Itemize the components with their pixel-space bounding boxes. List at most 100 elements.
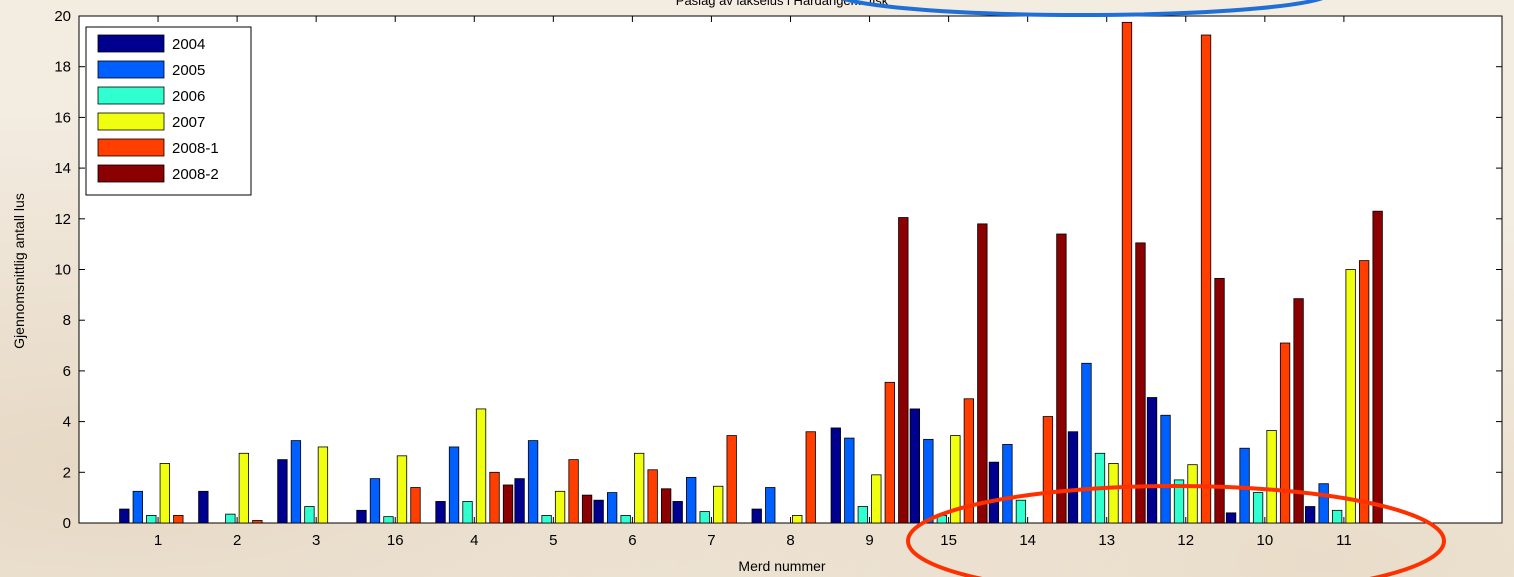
bar-2007-merd-12 <box>1187 464 1198 524</box>
bar-2005-merd-5 <box>527 440 539 524</box>
bar-2008-1-merd-10 <box>1279 342 1291 524</box>
bar-2004-merd-9 <box>830 427 841 524</box>
bar-2007-merd-9 <box>871 474 882 524</box>
x-tick-label-4: 4 <box>470 532 478 549</box>
bar-2004-merd-1 <box>119 508 130 524</box>
bar-2004-merd-5 <box>514 478 525 524</box>
legend-swatch-2004 <box>97 34 165 53</box>
x-axis-label: Merd nummer <box>738 558 825 574</box>
bar-2007-merd-7 <box>713 485 724 524</box>
bar-2006-merd-1 <box>146 514 157 524</box>
y-tick-label: 8 <box>63 312 71 329</box>
bar-2007-merd-10 <box>1266 430 1277 524</box>
plot-area <box>78 15 1503 524</box>
bars-group <box>119 21 1383 524</box>
bar-2008-1-merd-13 <box>1121 21 1133 524</box>
legend-label-2007: 2007 <box>172 114 205 131</box>
legend-swatch-2007 <box>97 112 165 131</box>
bar-2007-merd-3 <box>317 446 329 524</box>
bar-2004-merd-10 <box>1225 512 1237 524</box>
bar-2005-merd-15 <box>923 438 934 524</box>
bar-2005-merd-12 <box>1160 414 1171 524</box>
y-tick-label: 16 <box>54 109 71 126</box>
legend: 2004 2005 2006 2007 2008-1 2008-2 <box>85 26 252 196</box>
bar-2005-merd-8 <box>765 487 776 524</box>
bar-2004-merd-14 <box>988 461 1000 524</box>
legend-label-2008-2: 2008-2 <box>172 166 219 183</box>
bar-2007-merd-13 <box>1108 463 1119 524</box>
chart-title: Påslag av lakselus i Hardanger... fisk <box>676 0 889 8</box>
bar-2004-merd-12 <box>1146 397 1158 524</box>
bar-2005-merd-13 <box>1081 362 1092 524</box>
bar-2008-2-merd-5 <box>581 494 593 524</box>
bar-2006-merd-10 <box>1252 492 1264 524</box>
bar-2006-merd-5 <box>541 514 552 524</box>
bar-2004-merd-16 <box>356 509 367 524</box>
bar-2007-merd-5 <box>554 490 566 524</box>
x-tick-label-1: 1 <box>154 532 162 549</box>
x-tick-label-3: 3 <box>312 532 320 549</box>
bar-2005-merd-7 <box>686 476 697 524</box>
bar-2006-merd-12 <box>1173 479 1185 524</box>
bar-2004-merd-7 <box>672 501 683 524</box>
bar-2004-merd-8 <box>751 508 762 524</box>
bar-2006-merd-11 <box>1331 509 1343 524</box>
bar-2008-2-merd-10 <box>1293 298 1304 524</box>
bar-2004-merd-3 <box>277 459 288 524</box>
bar-2008-2-merd-15 <box>977 223 988 524</box>
bar-2004-merd-2 <box>198 490 209 524</box>
bar-2005-merd-1 <box>132 490 143 524</box>
x-tick-label-7: 7 <box>707 532 715 549</box>
y-tick-label: 12 <box>54 211 71 228</box>
bar-2007-merd-2 <box>238 452 250 524</box>
bar-2006-merd-16 <box>383 516 394 524</box>
bar-2006-merd-3 <box>304 506 315 524</box>
bar-2008-1-merd-15 <box>963 398 975 524</box>
bar-2004-merd-11 <box>1304 506 1316 524</box>
bar-2008-1-merd-14 <box>1042 416 1054 524</box>
bar-2005-merd-14 <box>1002 444 1013 524</box>
x-tick-label-5: 5 <box>549 532 557 549</box>
bar-2008-1-merd-16 <box>410 487 421 524</box>
bar-2004-merd-13 <box>1067 431 1079 524</box>
legend-swatch-2008-2 <box>97 164 165 183</box>
bar-2007-merd-8 <box>792 514 803 524</box>
bar-2008-1-merd-2 <box>252 520 263 524</box>
bar-2004-merd-15 <box>909 408 921 524</box>
bar-2008-2-merd-9 <box>898 217 909 524</box>
legend-label-2006: 2006 <box>172 88 205 105</box>
x-tick-label-6: 6 <box>628 532 636 549</box>
x-tick-label-14: 14 <box>1019 532 1036 549</box>
y-tick-label: 18 <box>54 59 71 76</box>
x-tick-label-15: 15 <box>940 532 957 549</box>
y-tick-label: 10 <box>54 262 71 279</box>
bar-2008-2-merd-11 <box>1372 210 1383 524</box>
bar-2008-1-merd-1 <box>173 514 184 524</box>
x-tick-label-12: 12 <box>1177 532 1194 549</box>
x-tick-label-10: 10 <box>1256 532 1273 549</box>
bar-2008-1-merd-12 <box>1200 34 1212 524</box>
bar-2006-merd-14 <box>1015 499 1027 524</box>
legend-swatch-2006 <box>97 86 165 105</box>
bar-2008-1-merd-9 <box>884 381 895 524</box>
bar-2007-merd-4 <box>475 408 487 524</box>
bar-2008-2-merd-13 <box>1135 242 1146 524</box>
bar-2008-1-merd-7 <box>726 435 737 524</box>
x-tick-label-2: 2 <box>233 532 241 549</box>
y-tick-label: 14 <box>54 160 71 177</box>
legend-label-2005: 2005 <box>172 62 205 79</box>
bar-2005-merd-11 <box>1318 483 1329 524</box>
bar-2004-merd-4 <box>435 501 446 524</box>
y-tick-label: 4 <box>63 414 71 431</box>
bar-2006-merd-6 <box>620 514 631 524</box>
legend-swatch-2005 <box>97 60 165 79</box>
bar-2006-merd-9 <box>857 506 868 524</box>
bar-2008-2-merd-6 <box>660 488 672 524</box>
bar-2006-merd-2 <box>225 513 236 524</box>
x-tick-label-13: 13 <box>1098 532 1115 549</box>
bar-2007-merd-16 <box>396 455 408 524</box>
x-tick-label-11: 11 <box>1336 532 1352 549</box>
bar-2008-2-merd-14 <box>1056 233 1067 524</box>
